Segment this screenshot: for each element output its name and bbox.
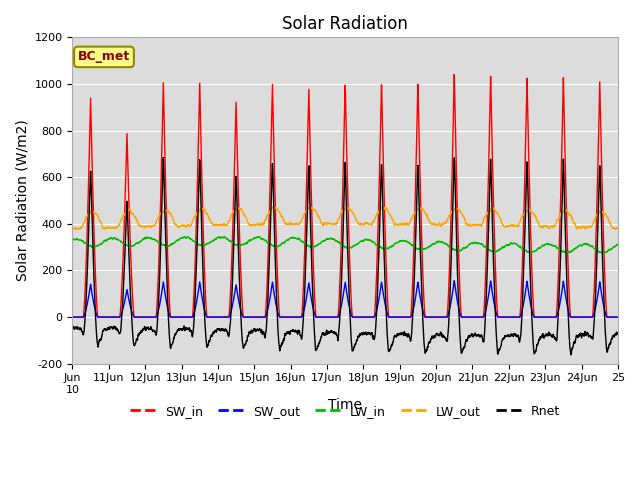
LW_out [380,204,387,210]
Rnet [186,325,193,331]
LW_out [221,222,228,228]
Rnet [614,330,621,336]
Rnet [567,352,575,358]
Title: Solar Radiation: Solar Radiation [282,15,408,33]
LW_in [221,235,228,240]
LW_out [614,225,621,231]
Rnet [408,324,416,330]
LW_in [180,234,188,240]
SW_in [398,314,406,320]
LW_in [614,241,621,247]
Line: LW_in: LW_in [72,237,618,253]
LW_in [408,242,416,248]
SW_out [614,314,622,320]
SW_out [221,314,228,320]
LW_out [614,225,622,231]
LW_in [614,241,622,247]
Y-axis label: Solar Radiation (W/m2): Solar Radiation (W/m2) [15,120,29,281]
SW_in [614,314,621,320]
Text: BC_met: BC_met [78,50,130,63]
LW_out [186,223,193,229]
LW_in [186,235,193,241]
SW_in [614,314,622,320]
SW_out [186,314,193,320]
SW_out [68,314,76,320]
SW_in [68,314,76,320]
Rnet [563,259,570,264]
SW_in [451,72,458,77]
LW_in [68,236,76,241]
SW_in [408,300,415,305]
Rnet [614,330,622,336]
Legend: SW_in, SW_out, LW_in, LW_out, Rnet: SW_in, SW_out, LW_in, LW_out, Rnet [125,400,565,423]
Rnet [221,326,228,332]
SW_out [408,312,415,318]
Rnet [68,324,76,330]
SW_out [451,278,458,284]
LW_out [408,215,416,221]
SW_in [563,201,570,207]
SW_out [614,314,621,320]
LW_in [399,238,406,243]
SW_out [398,314,406,320]
Rnet [159,155,167,160]
Line: SW_in: SW_in [72,74,618,317]
Rnet [399,330,406,336]
Line: LW_out: LW_out [72,207,618,229]
LW_in [525,250,533,256]
Line: SW_out: SW_out [72,281,618,317]
LW_out [563,207,570,213]
SW_in [186,314,193,320]
SW_out [563,297,570,303]
LW_out [73,227,81,232]
LW_in [563,250,570,255]
X-axis label: Time: Time [328,398,362,412]
SW_in [221,314,228,320]
LW_out [399,222,406,228]
LW_out [68,226,76,231]
Line: Rnet: Rnet [72,157,618,355]
